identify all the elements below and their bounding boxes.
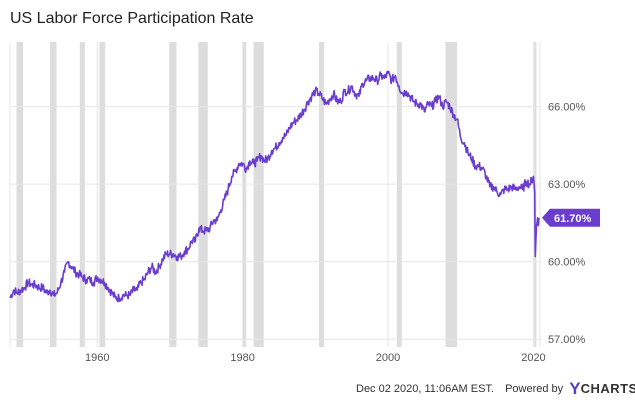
series-layer (9, 70, 540, 303)
chart-footer: Dec 02 2020, 11:06AM EST. Powered by YCH… (356, 379, 635, 399)
x-axis-ticks: 1960 1980 2000 2020 (85, 352, 546, 364)
end-value-marker: 61.70% (542, 208, 600, 227)
recession-band-6 (242, 42, 247, 347)
y-tick-label-0: 57.00% (548, 334, 586, 346)
recession-band-10 (445, 42, 458, 347)
y-tick-label-2: 63.00% (548, 179, 586, 191)
recession-band-0 (16, 42, 24, 347)
recession-band-1 (49, 42, 57, 347)
y-tick-label-3: 66.00% (548, 102, 586, 114)
x-tick-label-0: 1960 (85, 352, 109, 364)
ycharts-logo-y[interactable]: Y (569, 379, 581, 398)
series-line-0 (9, 70, 540, 303)
x-tick-label-3: 2020 (521, 352, 545, 364)
recession-band-8 (318, 42, 325, 347)
recession-bands (16, 42, 537, 347)
x-tick-label-2: 2000 (376, 352, 400, 364)
recession-band-3 (99, 42, 106, 347)
powered-by-text: Powered by (505, 383, 564, 395)
end-value-label: 61.70% (554, 213, 592, 225)
x-tick-label-1: 1980 (230, 352, 254, 364)
chart-title: US Labor Force Participation Rate (10, 10, 254, 27)
grid-lines (9, 42, 541, 347)
timestamp: Dec 02 2020, 11:06AM EST. (356, 383, 494, 395)
recession-band-4 (169, 42, 177, 347)
recession-band-2 (79, 42, 85, 347)
y-tick-label-1: 60.00% (548, 257, 586, 269)
y-axis-ticks: 57.00% 60.00% 63.00% 66.00% (548, 102, 586, 347)
recession-band-7 (253, 42, 264, 347)
ycharts-logo-text[interactable]: CHARTS (580, 381, 635, 396)
recession-band-5 (198, 42, 208, 347)
end-value-badge (542, 208, 600, 227)
recession-band-9 (396, 42, 402, 347)
